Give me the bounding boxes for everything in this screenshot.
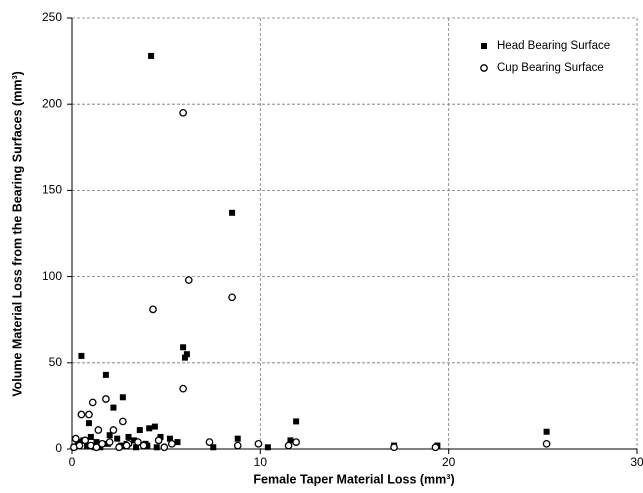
point bbox=[115, 443, 123, 452]
point bbox=[131, 437, 138, 444]
x-tick-label: 0 bbox=[69, 455, 76, 469]
point bbox=[284, 441, 293, 450]
point bbox=[184, 276, 193, 284]
point bbox=[119, 394, 126, 401]
y-tick-label: 50 bbox=[49, 355, 63, 369]
point bbox=[390, 443, 398, 452]
point bbox=[102, 395, 110, 403]
point bbox=[146, 425, 153, 432]
point bbox=[136, 427, 143, 434]
x-tick-label: 10 bbox=[254, 455, 268, 469]
point bbox=[98, 439, 106, 448]
point bbox=[182, 354, 188, 361]
point bbox=[431, 443, 440, 452]
point bbox=[154, 436, 163, 445]
y-tick-label: 200 bbox=[42, 96, 62, 110]
legend-label: Head Bearing Surface bbox=[497, 40, 610, 52]
point bbox=[133, 444, 140, 451]
point bbox=[166, 435, 173, 442]
point bbox=[81, 436, 90, 445]
point bbox=[174, 439, 181, 446]
point bbox=[292, 438, 300, 446]
point bbox=[102, 371, 109, 378]
point bbox=[78, 352, 85, 359]
point bbox=[151, 423, 158, 430]
point bbox=[210, 444, 217, 451]
point bbox=[183, 351, 190, 358]
point bbox=[180, 344, 187, 351]
point bbox=[160, 443, 169, 452]
point bbox=[139, 441, 148, 450]
point bbox=[122, 441, 131, 450]
point bbox=[153, 444, 160, 451]
point bbox=[205, 438, 214, 446]
point bbox=[106, 432, 113, 439]
point bbox=[264, 444, 271, 451]
point bbox=[85, 410, 93, 419]
point bbox=[228, 293, 236, 302]
point bbox=[71, 434, 80, 443]
x-tick-label: 30 bbox=[630, 455, 643, 469]
point bbox=[543, 428, 550, 435]
legend-label: Cup Bearing Surface bbox=[497, 62, 604, 74]
point bbox=[134, 438, 142, 446]
x-axis-title: Female Taper Material Loss (mm³) bbox=[253, 472, 454, 486]
point bbox=[105, 438, 114, 446]
point bbox=[88, 398, 97, 407]
point bbox=[167, 439, 176, 448]
point bbox=[114, 435, 121, 442]
point bbox=[85, 420, 92, 427]
point bbox=[119, 417, 127, 426]
point bbox=[542, 439, 551, 448]
point bbox=[75, 441, 84, 450]
point bbox=[77, 410, 86, 419]
point bbox=[149, 305, 157, 314]
y-tick-label: 0 bbox=[55, 441, 62, 455]
legend-marker bbox=[480, 64, 488, 72]
y-axis-title: Volume Material Loss from the Bearing Su… bbox=[10, 71, 24, 397]
point bbox=[93, 439, 100, 446]
point bbox=[179, 108, 187, 117]
point bbox=[293, 418, 300, 425]
y-tick-label: 150 bbox=[42, 183, 62, 197]
point bbox=[92, 443, 101, 452]
point bbox=[110, 404, 117, 411]
point bbox=[287, 437, 294, 444]
point bbox=[233, 441, 242, 450]
point bbox=[229, 209, 236, 216]
point bbox=[254, 439, 263, 448]
point bbox=[179, 384, 187, 393]
point bbox=[148, 52, 155, 59]
point bbox=[94, 426, 103, 434]
point bbox=[157, 433, 164, 440]
y-tick-label: 100 bbox=[42, 269, 62, 283]
point bbox=[87, 433, 94, 440]
y-tick-label: 250 bbox=[42, 10, 62, 24]
legend-marker bbox=[481, 43, 487, 49]
point bbox=[234, 435, 241, 442]
x-tick-label: 20 bbox=[442, 455, 456, 469]
point bbox=[125, 433, 132, 440]
point bbox=[109, 426, 118, 434]
